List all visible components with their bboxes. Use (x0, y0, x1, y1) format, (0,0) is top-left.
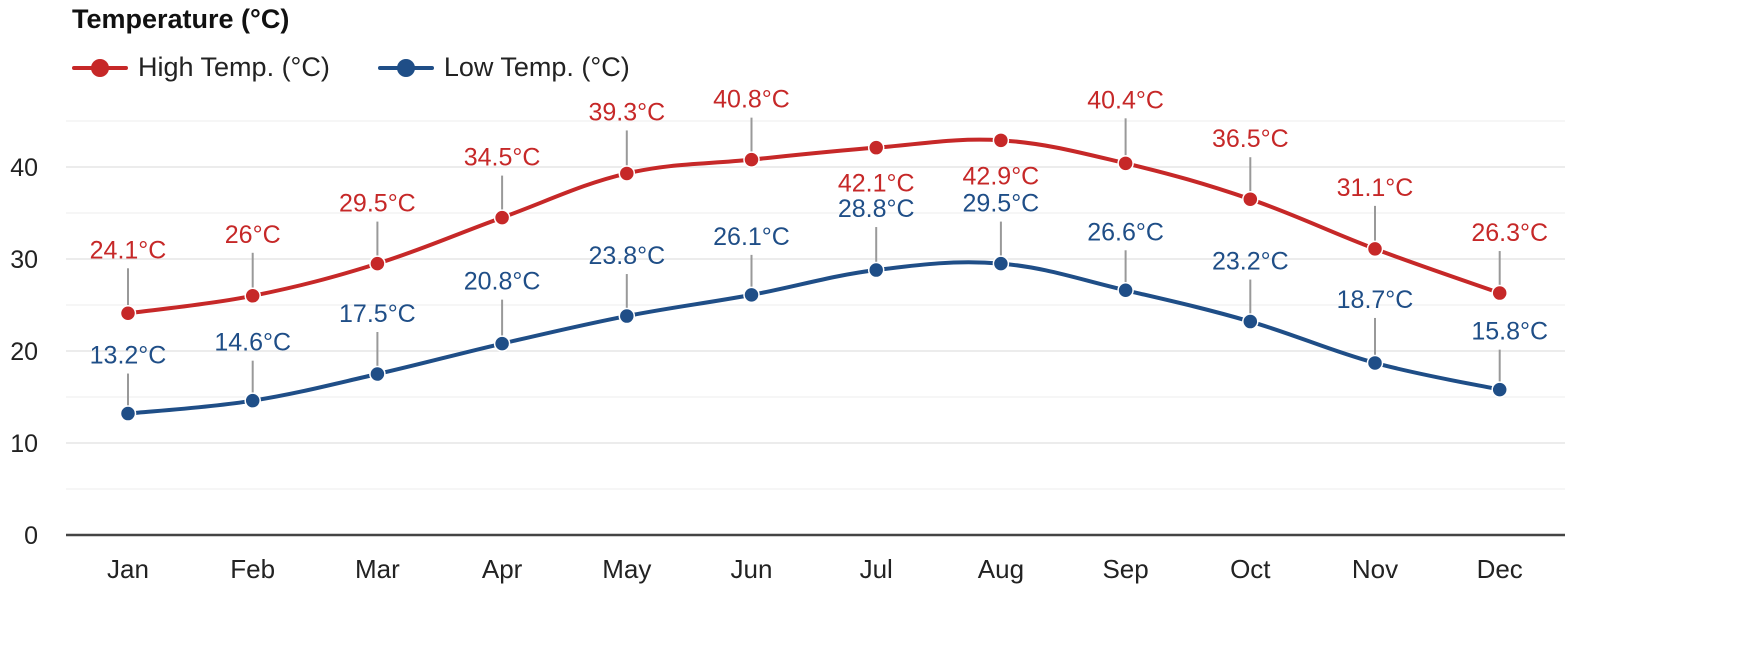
data-label: 15.8°C (1471, 318, 1548, 346)
data-label: 26.1°C (713, 223, 790, 251)
data-label: 39.3°C (588, 98, 665, 126)
data-label: 42.9°C (963, 162, 1040, 190)
x-tick-label: May (602, 554, 651, 584)
data-point (244, 392, 261, 409)
legend-label-low: Low Temp. (°C) (443, 52, 630, 82)
data-label: 23.8°C (588, 242, 665, 270)
data-label: 42.1°C (838, 170, 915, 198)
legend-marker-low (377, 58, 434, 78)
x-tick-label: Aug (978, 554, 1024, 584)
legend-item-low[interactable]: Low Temp. (°C) (377, 52, 630, 83)
data-label: 36.5°C (1212, 125, 1289, 153)
data-label: 26.3°C (1471, 219, 1548, 247)
data-point (1491, 284, 1508, 302)
data-point (493, 209, 511, 226)
y-tick-label: 40 (10, 154, 38, 182)
data-label: 34.5°C (464, 144, 541, 172)
data-point (1491, 381, 1508, 398)
legend-item-high[interactable]: High Temp. (°C) (72, 52, 330, 83)
x-tick-label: Oct (1230, 554, 1271, 584)
x-tick-label: Mar (355, 554, 400, 584)
data-label: 29.5°C (963, 190, 1040, 218)
data-point (743, 151, 760, 168)
y-axis: 0 10 20 30 40 (10, 154, 38, 550)
chart-legend: High Temp. (°C) Low Temp. (°C) (72, 52, 678, 83)
gridlines (66, 120, 1565, 490)
x-axis: Jan Feb Mar Apr May Jun Jul Aug Sep Oct Nov Dec (107, 554, 1523, 584)
y-tick-label: 10 (10, 430, 38, 458)
data-point (1366, 354, 1384, 372)
data-point (369, 255, 386, 272)
data-point (992, 132, 1010, 149)
data-point (1117, 155, 1134, 172)
legend-label-high: High Temp. (°C) (138, 52, 330, 82)
data-label: 40.4°C (1087, 86, 1164, 114)
data-point (867, 261, 885, 279)
data-point (369, 365, 386, 383)
data-point (1242, 190, 1259, 208)
x-tick-label: Jan (107, 554, 149, 584)
x-tick-label: Nov (1352, 554, 1398, 584)
data-point (1242, 313, 1259, 330)
legend-marker-high (72, 58, 128, 78)
chart-title: Temperature (°C) (72, 4, 290, 34)
data-label: 14.6°C (214, 329, 291, 357)
data-point (992, 255, 1010, 272)
data-label: 26°C (225, 221, 281, 249)
data-point (618, 165, 636, 182)
x-tick-label: Feb (230, 554, 275, 584)
data-label: 40.8°C (713, 86, 790, 114)
series-line (126, 137, 1502, 316)
data-label: 24.1°C (90, 236, 167, 264)
data-label: 26.6°C (1087, 218, 1164, 246)
y-tick-label: 0 (24, 522, 38, 550)
series-low: 13.2°C 14.6°C 17.5°C 20.8°C 23.8°C 26.1°C 28.8… (90, 190, 1548, 422)
data-label: 18.7°C (1337, 286, 1414, 314)
data-point (119, 405, 137, 422)
data-label: 31.1°C (1337, 174, 1414, 202)
data-point (1117, 282, 1134, 299)
x-tick-label: Jul (860, 554, 893, 584)
data-point (493, 335, 511, 352)
y-tick-label: 20 (10, 338, 38, 366)
x-tick-label: Jun (731, 554, 773, 584)
data-label: 20.8°C (464, 268, 541, 296)
data-point (618, 307, 636, 325)
data-point (244, 287, 261, 305)
data-label: 23.2°C (1212, 248, 1289, 276)
data-label: 17.5°C (339, 300, 416, 328)
x-tick-label: Dec (1477, 554, 1523, 584)
data-point (867, 139, 885, 156)
data-point (119, 305, 137, 322)
data-point (743, 286, 760, 304)
data-label: 13.2°C (90, 342, 167, 370)
series-line (126, 260, 1502, 416)
y-tick-label: 30 (10, 246, 38, 274)
data-label: 28.8°C (838, 195, 915, 223)
x-tick-label: Apr (482, 554, 523, 584)
data-label: 29.5°C (339, 190, 416, 218)
series-high: 24.1°C 26°C 29.5°C 34.5°C 39.3°C 40.8°C 42.1°C… (90, 86, 1548, 322)
data-point (1366, 240, 1384, 258)
x-tick-label: Sep (1102, 554, 1148, 584)
